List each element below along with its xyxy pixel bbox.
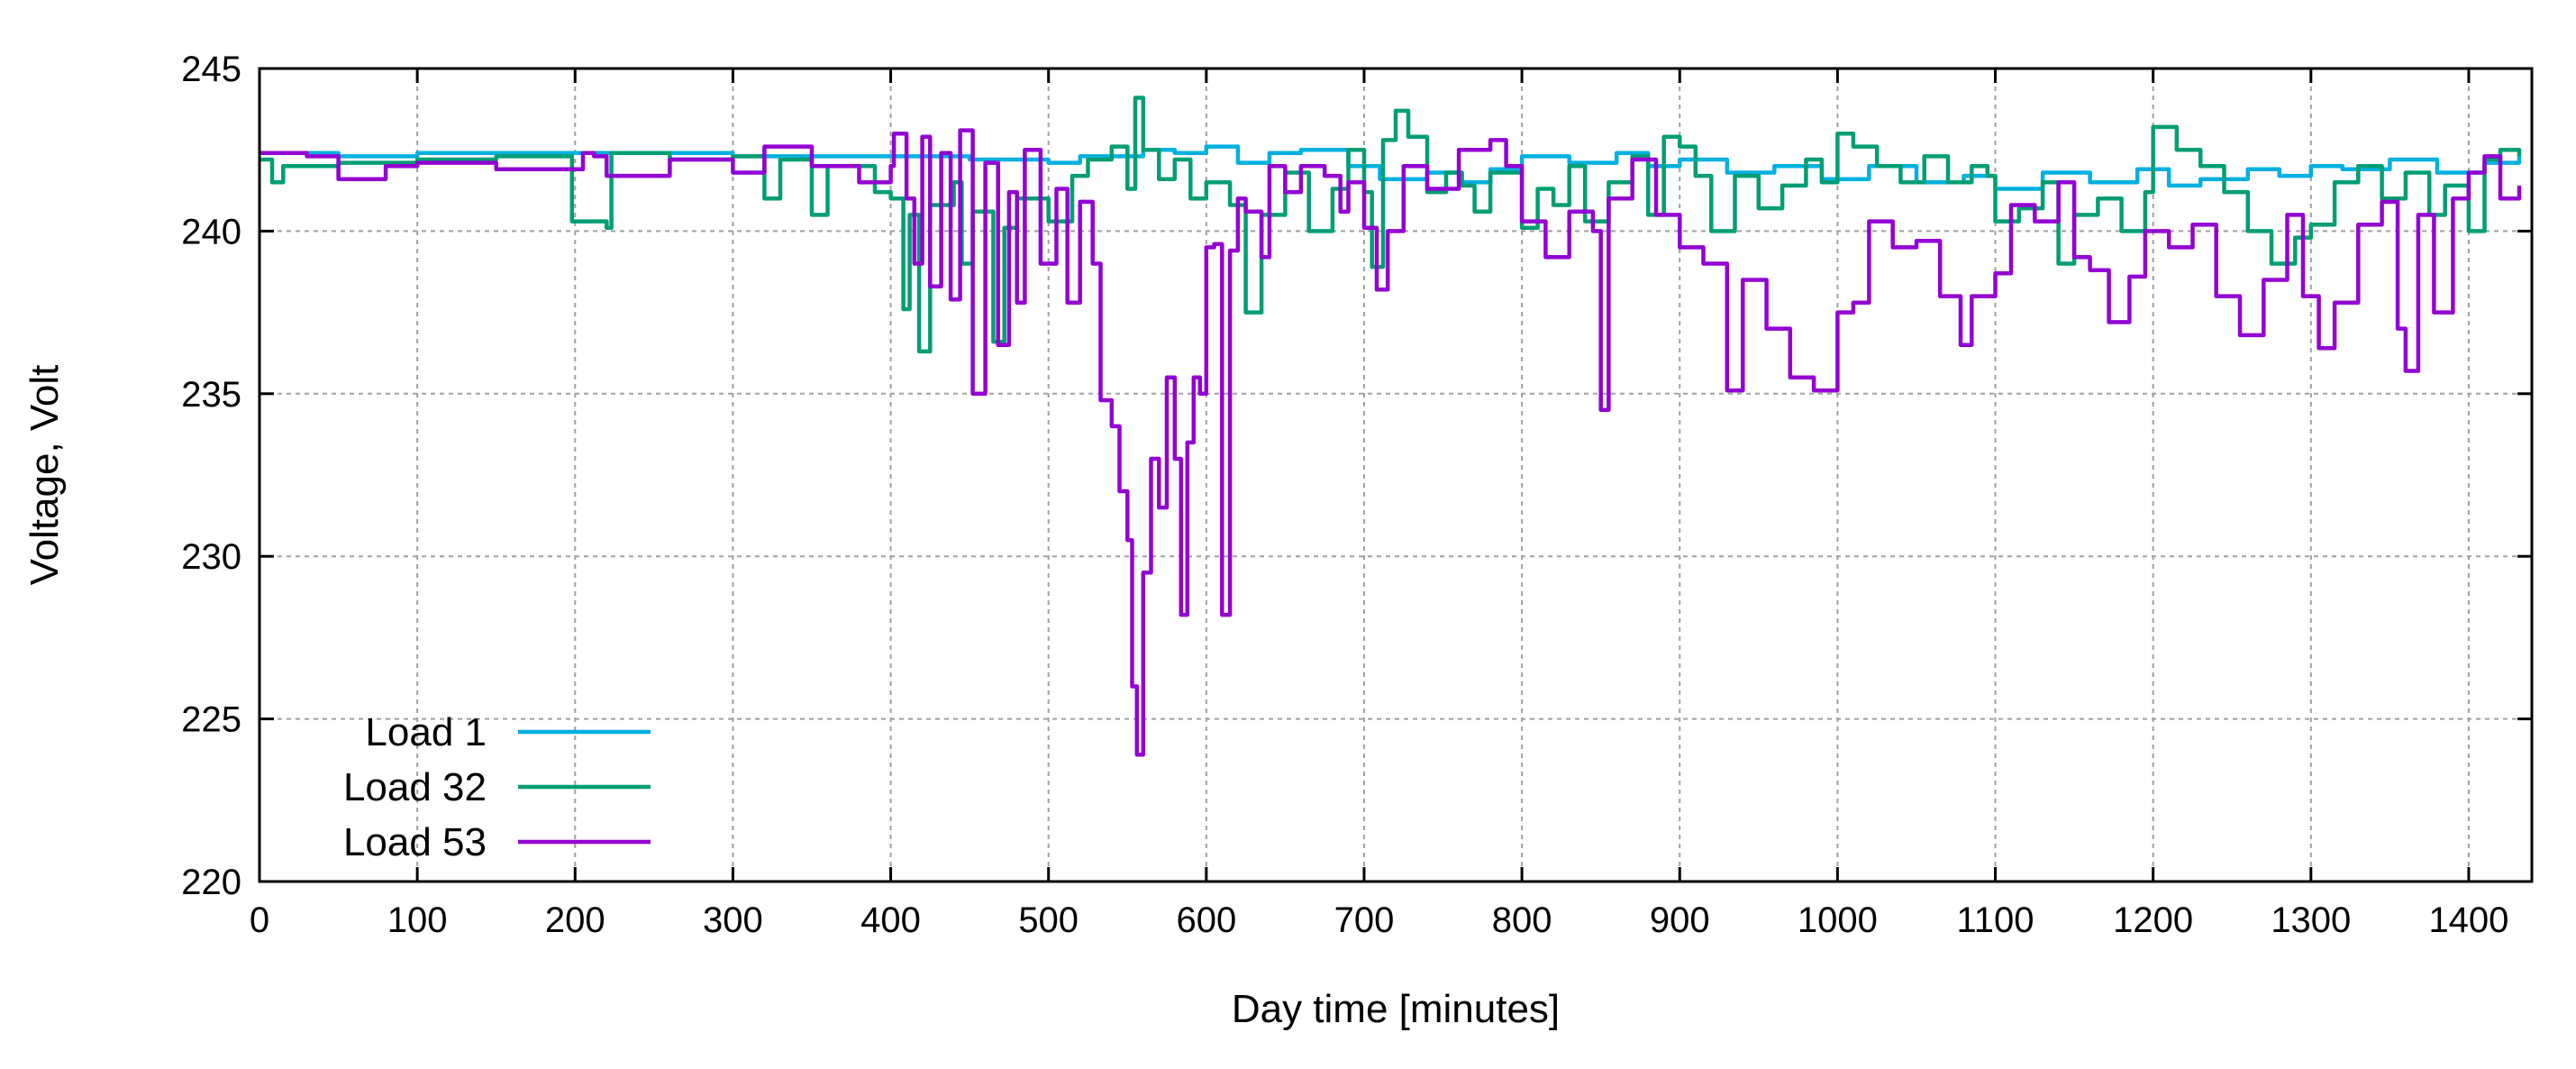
y-tick-label: 245: [181, 50, 241, 89]
x-tick-label: 500: [1018, 900, 1079, 940]
y-tick-labels: 220 225 230 235 240 245: [181, 50, 241, 902]
x-tick-labels: 0 100 200 300 400 500 600 700 800 900 1000 1100 1200…: [250, 900, 2509, 940]
load-32-line: [259, 96, 2522, 354]
axis-ticks: [258, 67, 2532, 883]
x-tick-label: 700: [1334, 900, 1395, 940]
x-tick-label: 200: [545, 900, 605, 940]
x-tick-label: 0: [250, 900, 269, 940]
x-tick-label: 400: [860, 900, 921, 940]
x-tick-label: 1100: [1957, 900, 2034, 940]
x-tick-label: 1400: [2428, 900, 2508, 940]
y-tick-label: 220: [181, 863, 241, 902]
y-tick-label: 230: [181, 537, 241, 577]
x-tick-label: 600: [1176, 900, 1236, 940]
x-tick-label: 100: [387, 900, 448, 940]
y-axis-title: Voltage, Volt: [23, 365, 67, 586]
series-lines: [259, 96, 2522, 757]
plot-frame: [258, 67, 2534, 883]
x-tick-label: 300: [703, 900, 763, 940]
legend-label-load-53: Load 53: [343, 820, 487, 864]
x-axis-title: Day time [minutes]: [1232, 987, 1560, 1031]
y-tick-label: 235: [181, 375, 241, 415]
y-tick-label: 240: [181, 212, 241, 251]
y-tick-label: 225: [181, 700, 241, 740]
load-1-line: [259, 144, 2522, 191]
legend-label-load-1: Load 1: [365, 710, 487, 754]
legend: Load 1 Load 32 Load 53: [343, 710, 651, 864]
x-tick-label: 800: [1492, 900, 1552, 940]
load-53-line: [259, 128, 2522, 757]
x-tick-label: 1300: [2271, 900, 2351, 940]
grid: [259, 69, 2532, 882]
x-tick-label: 900: [1650, 900, 1710, 940]
x-tick-label: 1000: [1798, 900, 1878, 940]
x-tick-label: 1200: [2113, 900, 2193, 940]
legend-label-load-32: Load 32: [343, 765, 487, 809]
